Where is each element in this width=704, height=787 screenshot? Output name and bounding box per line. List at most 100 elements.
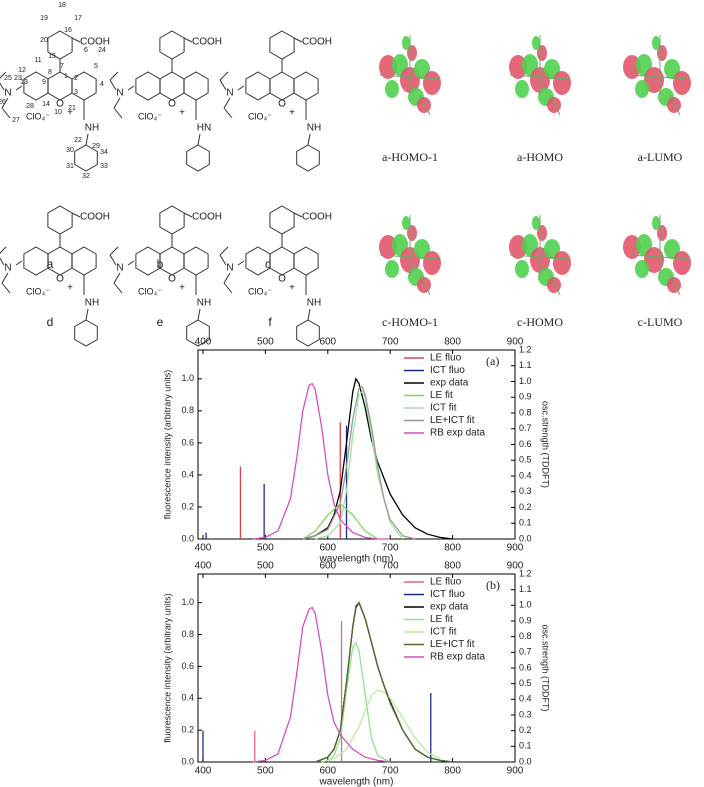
orbital bbox=[623, 215, 691, 296]
orbital-lobe bbox=[652, 216, 660, 230]
ring bbox=[296, 144, 320, 172]
bond bbox=[15, 260, 23, 266]
x-tick-label: 600 bbox=[319, 543, 336, 554]
y-tick-label: 0.0 bbox=[181, 756, 194, 766]
chem-group: + bbox=[179, 283, 185, 294]
legend-label: exp data bbox=[430, 378, 469, 389]
chem-group: COOH bbox=[192, 37, 222, 48]
atom-number: 12 bbox=[18, 67, 26, 74]
y2-tick-label: 0.8 bbox=[519, 407, 532, 417]
atom-number: 22 bbox=[74, 137, 82, 144]
atom-number: 11 bbox=[34, 57, 41, 64]
orbital-lobe bbox=[664, 59, 680, 79]
x-tick-label: 500 bbox=[257, 543, 274, 554]
y2-tick-label: 0.0 bbox=[519, 533, 532, 543]
bond bbox=[1, 107, 11, 119]
structure-label: f bbox=[268, 315, 272, 329]
x-top-tick-label: 700 bbox=[382, 561, 399, 572]
ring bbox=[245, 71, 271, 101]
series-line bbox=[302, 385, 416, 540]
chem-group: ClO₄⁻ bbox=[26, 286, 50, 296]
bond bbox=[0, 257, 5, 266]
ring bbox=[74, 144, 98, 172]
y2-tick-label: 1.2 bbox=[519, 568, 532, 578]
chem-group: COOH bbox=[302, 37, 332, 48]
chem-group: HN bbox=[197, 123, 211, 134]
x-top-tick-label: 500 bbox=[257, 337, 274, 348]
orbital-lobe bbox=[414, 59, 430, 79]
bond bbox=[0, 246, 7, 254]
x-tick-label: 400 bbox=[195, 543, 212, 554]
x-tick-label: 900 bbox=[507, 766, 524, 777]
ring bbox=[293, 71, 319, 101]
chem-group: O bbox=[56, 99, 64, 110]
bond bbox=[1, 272, 9, 284]
bond bbox=[237, 260, 245, 266]
skeleton bbox=[549, 94, 561, 116]
orbital-lobe bbox=[509, 55, 527, 79]
legend-label: ICT fit bbox=[430, 627, 457, 638]
chem-group: N bbox=[4, 88, 11, 99]
bond bbox=[223, 107, 233, 119]
orbital-lobe bbox=[664, 239, 680, 259]
ring bbox=[23, 71, 49, 101]
y2-tick-label: 0.3 bbox=[519, 486, 532, 496]
bond bbox=[113, 282, 123, 294]
y-tick-label: 0.8 bbox=[181, 629, 194, 639]
orbital-lobe bbox=[673, 251, 691, 275]
bond bbox=[109, 254, 117, 266]
atom-number: 30 bbox=[66, 147, 74, 154]
annotation: (a) bbox=[486, 354, 499, 368]
orbital-label: a-HOMO-1 bbox=[382, 150, 438, 164]
x-tick-label: 400 bbox=[195, 766, 212, 777]
y-tick-label: 0.4 bbox=[181, 693, 194, 703]
bond bbox=[85, 308, 89, 321]
chem-group: NH bbox=[197, 298, 211, 309]
orbital-lobe bbox=[385, 80, 399, 98]
orbital-lobe bbox=[414, 239, 430, 259]
legend-label: ICT fluo bbox=[430, 365, 465, 376]
orbital-lobe bbox=[532, 36, 540, 50]
ring bbox=[23, 246, 49, 276]
orbital-lobe bbox=[623, 235, 641, 259]
orbital-lobe bbox=[423, 71, 441, 95]
atom-number: 24 bbox=[98, 47, 106, 54]
x-tick-label: 600 bbox=[319, 766, 336, 777]
x-top-tick-label: 600 bbox=[319, 561, 336, 572]
skeleton bbox=[669, 274, 681, 296]
structure: COOH N O+ ClO₄⁻ NH bbox=[109, 205, 222, 347]
orbital-label: c-LUMO bbox=[638, 315, 683, 329]
atom-number: 14 bbox=[42, 101, 50, 108]
atom-number: 7 bbox=[60, 63, 64, 70]
orbital bbox=[623, 35, 691, 116]
legend-label: LE+ICT fit bbox=[430, 639, 475, 650]
bond bbox=[197, 133, 201, 146]
atom-number: 20 bbox=[40, 37, 48, 44]
x-axis-title: wavelength (nm) bbox=[319, 777, 394, 787]
bond bbox=[0, 82, 5, 91]
atom-number: 33 bbox=[100, 163, 108, 170]
legend-label: LE fit bbox=[430, 614, 453, 625]
atom-number: 4 bbox=[100, 81, 104, 88]
orbital-lobe bbox=[652, 36, 660, 50]
structure-label: d bbox=[47, 315, 54, 329]
orbital-lobe bbox=[553, 71, 571, 95]
ring bbox=[159, 246, 185, 276]
bond bbox=[293, 37, 303, 43]
orbital-lobe bbox=[667, 97, 681, 113]
bond bbox=[109, 79, 117, 91]
legend-label: LE fit bbox=[430, 390, 453, 401]
ring bbox=[159, 30, 185, 60]
bond bbox=[223, 97, 231, 109]
bond bbox=[223, 272, 231, 284]
chem-group: O bbox=[56, 274, 64, 285]
y2-tick-label: 1.1 bbox=[519, 584, 532, 594]
x-top-tick-label: 400 bbox=[195, 337, 212, 348]
legend-label: RB exp data bbox=[430, 428, 485, 439]
y2-tick-label: 1.0 bbox=[519, 600, 532, 610]
bond bbox=[219, 79, 227, 91]
orbital-lobe bbox=[417, 97, 431, 113]
atom-number: 23 bbox=[14, 75, 22, 82]
chem-group: COOH bbox=[302, 212, 332, 223]
series-line bbox=[252, 382, 391, 540]
